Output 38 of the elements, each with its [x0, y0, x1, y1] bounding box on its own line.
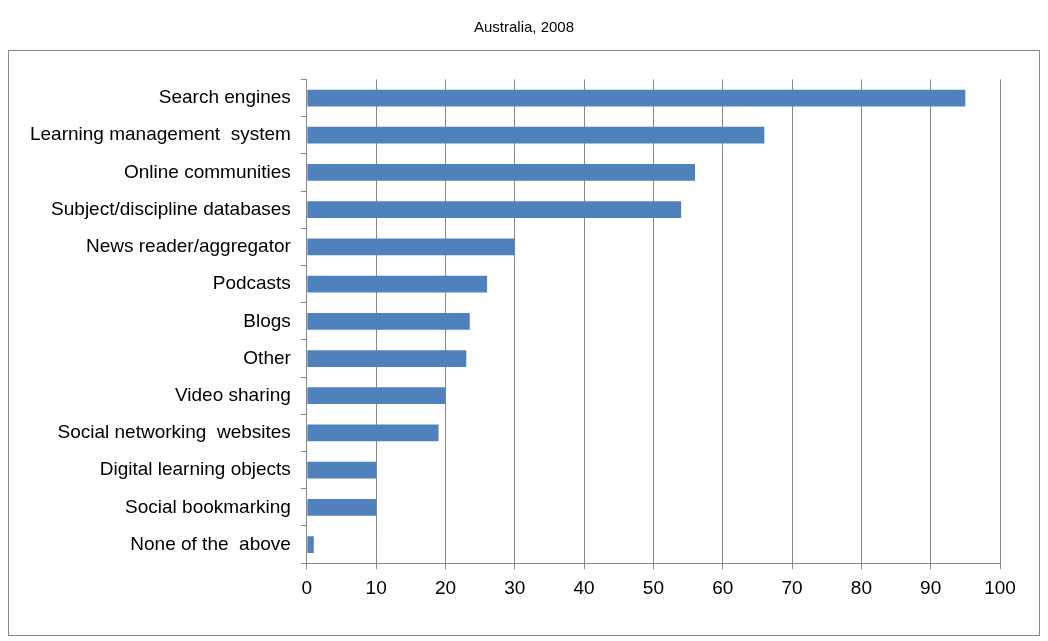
y-tick-label: Subject/discipline databases	[51, 197, 291, 219]
y-tick-label: News reader/aggregator	[85, 235, 292, 257]
y-tick-label: Other	[243, 346, 292, 368]
bar	[307, 275, 488, 293]
bar	[307, 238, 515, 256]
y-tick-label: Learning management system	[29, 123, 291, 145]
x-tick-label: 70	[781, 576, 803, 598]
y-tick-label: Podcasts	[212, 272, 291, 294]
bar	[307, 461, 377, 479]
bar	[307, 312, 470, 330]
y-tick-label: Digital learning objects	[99, 458, 291, 480]
x-tick-label: 30	[504, 576, 526, 598]
bar	[307, 89, 966, 107]
bar	[307, 387, 446, 405]
bar	[307, 126, 765, 144]
bar	[307, 164, 696, 181]
bar	[307, 536, 314, 553]
x-tick-label: 10	[365, 576, 387, 598]
x-tick-label: 40	[573, 576, 595, 598]
x-tick-label: 60	[712, 576, 734, 598]
bar	[307, 201, 682, 219]
chart-title: Australia, 2008	[472, 18, 576, 35]
y-tick-label: Blogs	[243, 309, 291, 331]
x-tick-label: 0	[301, 576, 313, 598]
y-tick-label: None of the above	[130, 532, 291, 554]
y-tick-label: Social bookmarking	[125, 495, 291, 517]
bar	[307, 350, 467, 367]
x-tick-label: 50	[642, 576, 664, 598]
x-tick-label: 20	[434, 576, 457, 598]
x-tick-label: 90	[920, 576, 942, 598]
y-tick-label: Social networking websites	[57, 421, 291, 443]
x-tick-label: 100	[984, 576, 1016, 598]
bar	[307, 499, 377, 516]
y-tick-label: Video sharing	[175, 383, 291, 405]
y-tick-label: Online communities	[124, 160, 291, 182]
x-tick-label: 80	[850, 576, 872, 598]
bar	[307, 424, 439, 442]
y-tick-label: Search engines	[158, 86, 291, 108]
